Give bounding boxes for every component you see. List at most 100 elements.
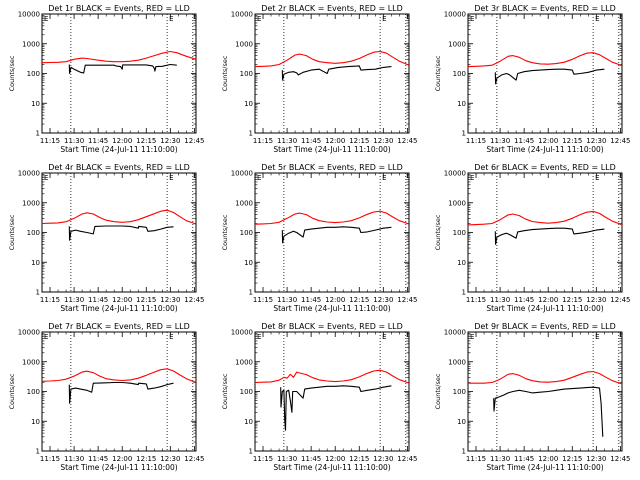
lld-series-line: [467, 52, 623, 68]
flag-marker: E: [257, 15, 261, 23]
y-tick-label: 10: [457, 259, 466, 267]
flag-marker: E: [470, 15, 474, 23]
y-tick-label: 100: [453, 229, 466, 237]
y-tick-label: 10: [31, 259, 40, 267]
plot-frame: [254, 172, 410, 293]
panel-title: Det 4r BLACK = Events, RED = LLD: [48, 163, 190, 172]
y-tick-label: 1: [249, 289, 253, 297]
y-tick-label: 10000: [18, 329, 40, 337]
x-tick-label: 11:15: [40, 296, 60, 304]
y-tick-label: 10: [244, 259, 253, 267]
flag-marker: E: [44, 15, 48, 23]
y-tick-label: 100: [27, 388, 40, 396]
x-tick-label: 12:45: [184, 296, 204, 304]
y-tick-label: 10: [457, 100, 466, 108]
x-tick-label: 11:45: [88, 296, 108, 304]
x-axis-label: Start Time (24-Jul-11 11:10:00): [273, 304, 390, 313]
x-tick-label: 12:15: [136, 296, 156, 304]
lld-series-line: [254, 369, 410, 384]
panel-title: Det 1r BLACK = Events, RED = LLD: [48, 4, 190, 13]
x-tick-label: 11:15: [253, 296, 273, 304]
events-series-line: [494, 227, 605, 245]
x-axis-label: Start Time (24-Jul-11 11:10:00): [60, 304, 177, 313]
x-tick-label: 11:45: [88, 137, 108, 145]
flag-marker: E: [169, 174, 173, 182]
events-series-line: [68, 381, 174, 404]
y-tick-label: 10000: [231, 329, 253, 337]
y-tick-label: 10: [31, 100, 40, 108]
y-tick-label: 10000: [18, 11, 40, 19]
y-tick-label: 10: [244, 100, 253, 108]
y-tick-label: 10000: [231, 11, 253, 19]
lld-series-line: [468, 370, 623, 385]
y-tick-label: 1000: [235, 40, 253, 48]
x-tick-label: 11:30: [490, 296, 510, 304]
x-tick-label: 11:15: [40, 137, 60, 145]
x-tick-label: 12:15: [136, 137, 156, 145]
flag-marker: E: [169, 333, 173, 341]
lld-series-line: [41, 368, 197, 384]
x-tick-label: 12:30: [373, 296, 393, 304]
x-axis-label: Start Time (24-Jul-11 11:10:00): [60, 145, 177, 154]
x-tick-label: 12:00: [112, 455, 132, 463]
x-tick-label: 11:30: [490, 137, 510, 145]
x-tick-label: 12:45: [610, 137, 630, 145]
flag-marker: E: [382, 174, 386, 182]
y-tick-label: 1000: [235, 358, 253, 366]
panel-title: Det 8r BLACK = Events, RED = LLD: [261, 322, 403, 331]
plot-frame: [467, 13, 623, 134]
x-tick-label: 12:15: [349, 455, 369, 463]
x-tick-label: 12:30: [160, 137, 180, 145]
x-tick-label: 12:30: [160, 296, 180, 304]
y-tick-label: 100: [453, 70, 466, 78]
x-tick-label: 11:30: [64, 137, 84, 145]
lld-series-line: [41, 50, 197, 64]
x-tick-label: 12:15: [562, 455, 582, 463]
y-tick-label: 100: [27, 70, 40, 78]
y-axis-label: Counts/sec: [221, 55, 229, 91]
x-tick-label: 12:30: [586, 296, 606, 304]
lld-series-line: [467, 210, 623, 226]
y-axis-label: Counts/sec: [434, 55, 442, 91]
x-tick-label: 11:30: [277, 296, 297, 304]
y-tick-label: 1000: [448, 40, 466, 48]
panel-title: Det 5r BLACK = Events, RED = LLD: [261, 163, 403, 172]
x-tick-label: 11:30: [277, 137, 297, 145]
y-tick-label: 100: [240, 229, 253, 237]
y-tick-label: 1000: [22, 40, 40, 48]
y-tick-label: 1000: [448, 199, 466, 207]
x-tick-label: 12:30: [160, 455, 180, 463]
flag-marker: E: [169, 15, 173, 23]
y-tick-label: 10: [457, 418, 466, 426]
x-tick-label: 12:30: [586, 137, 606, 145]
y-tick-label: 1000: [22, 199, 40, 207]
y-tick-label: 1: [462, 130, 466, 138]
flag-marker: E: [44, 174, 48, 182]
x-tick-label: 12:30: [373, 455, 393, 463]
events-series-line: [281, 65, 392, 81]
y-tick-label: 1: [249, 130, 253, 138]
panel-title: Det 2r BLACK = Events, RED = LLD: [261, 4, 403, 13]
x-tick-label: 12:30: [373, 137, 393, 145]
y-tick-label: 100: [453, 388, 466, 396]
y-axis-label: Counts/sec: [221, 373, 229, 409]
y-axis-label: Counts/sec: [434, 373, 442, 409]
y-tick-label: 100: [27, 229, 40, 237]
x-tick-label: 12:00: [112, 296, 132, 304]
flag-marker: E: [470, 333, 474, 341]
y-tick-label: 100: [240, 388, 253, 396]
panel-title: Det 6r BLACK = Events, RED = LLD: [474, 163, 616, 172]
y-tick-label: 100: [240, 70, 253, 78]
x-tick-label: 11:30: [64, 296, 84, 304]
y-tick-label: 1: [36, 448, 40, 456]
plot-frame: [41, 13, 197, 134]
y-tick-label: 10: [31, 418, 40, 426]
flag-marker: E: [595, 15, 599, 23]
y-tick-label: 1: [36, 130, 40, 138]
x-tick-label: 12:00: [112, 137, 132, 145]
flag-marker: E: [44, 333, 48, 341]
x-tick-label: 12:15: [349, 137, 369, 145]
